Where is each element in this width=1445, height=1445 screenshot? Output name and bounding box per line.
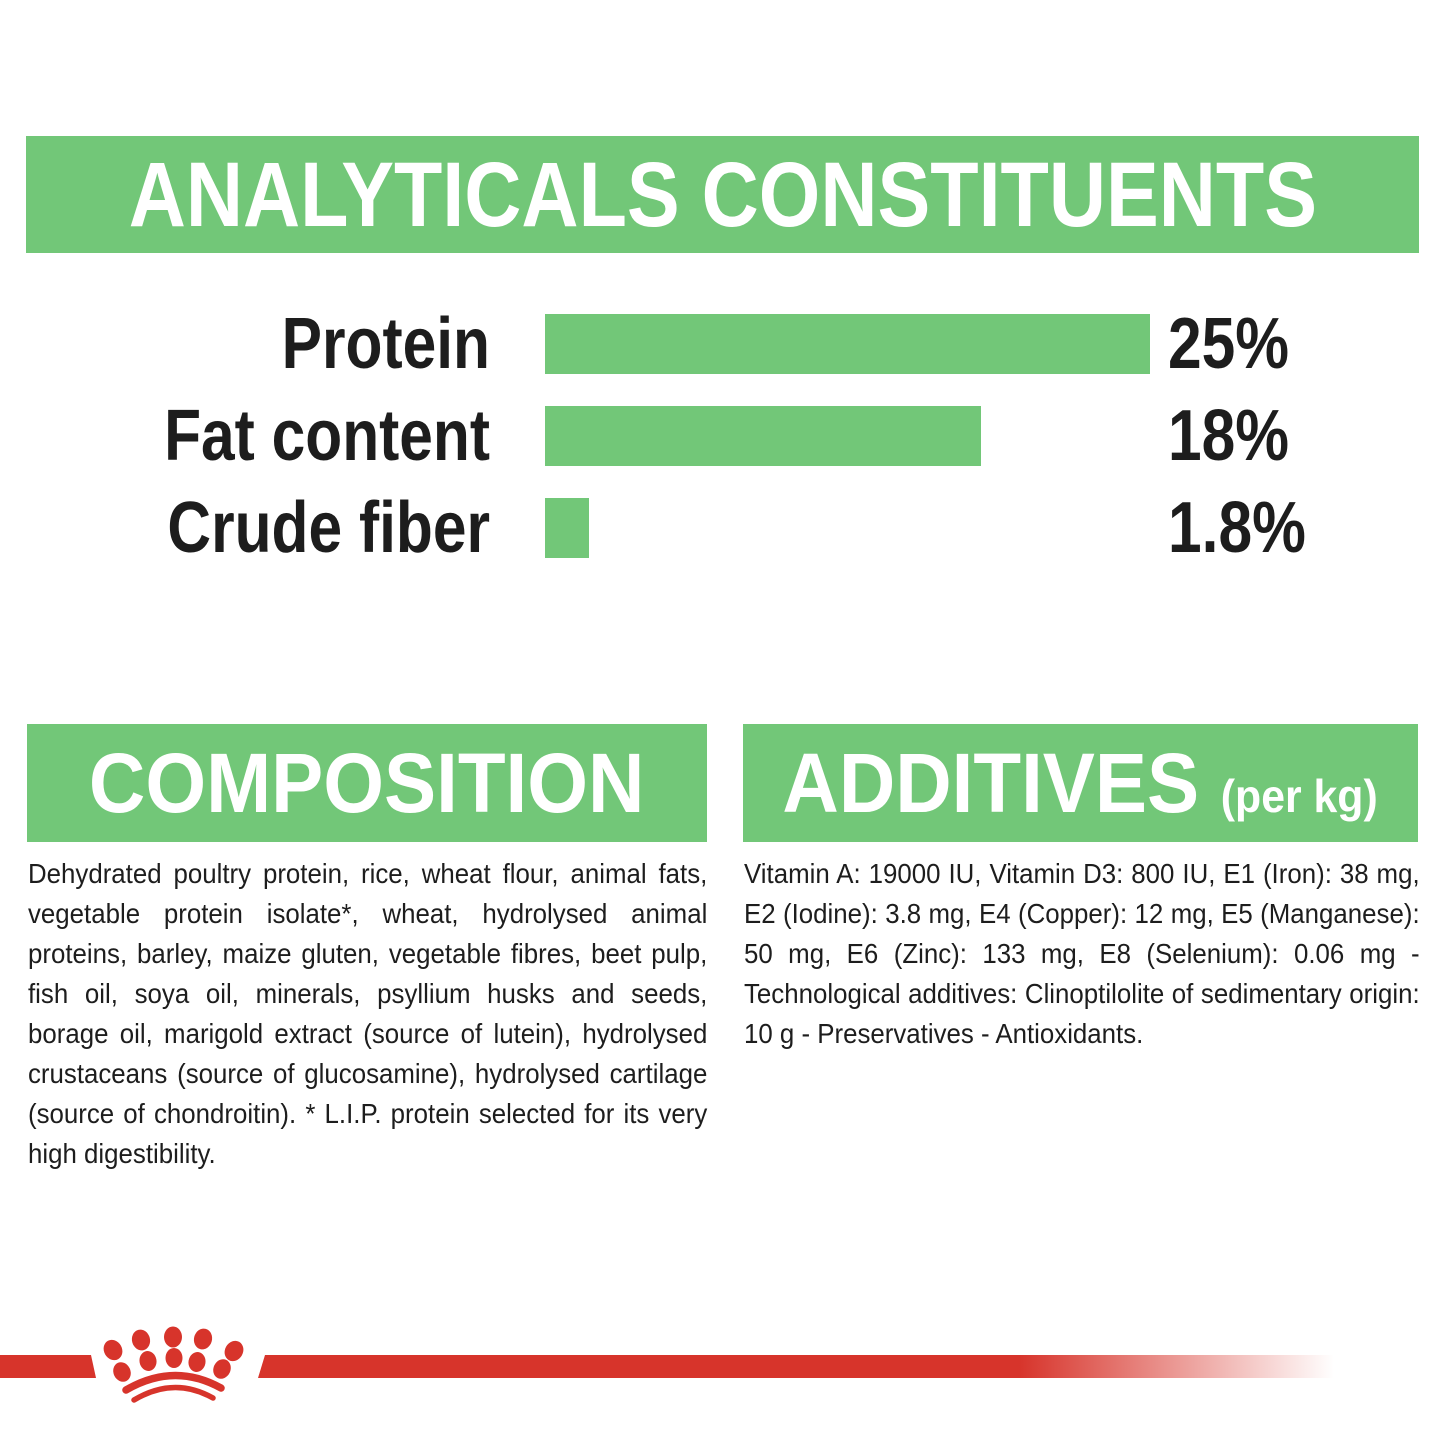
royal-canin-crown-icon <box>103 1326 244 1403</box>
additives-unit-label: (per kg) <box>1221 770 1379 822</box>
analyticals-section-title: ANALYTICALS CONSTITUENTS <box>128 143 1317 246</box>
bar-value-label: 1.8% <box>1168 488 1306 568</box>
analyticals-bar-chart: Protein 25% Fat content 18% Crude fiber … <box>0 308 1445 564</box>
composition-header: COMPOSITION <box>27 724 707 842</box>
bar-value-label: 18% <box>1168 396 1290 476</box>
bar-track <box>545 406 1150 466</box>
bar-fill <box>545 498 589 558</box>
bar-row: Protein 25% <box>0 308 1445 380</box>
bar-value-label: 25% <box>1168 304 1290 384</box>
bar-category-label: Fat content <box>164 396 490 476</box>
analyticals-section-header: ANALYTICALS CONSTITUENTS <box>26 136 1419 253</box>
additives-header: ADDITIVES (per kg) <box>743 724 1418 842</box>
bar-category-label: Crude fiber <box>167 488 491 568</box>
bar-fill <box>545 314 1150 374</box>
red-accent-band-left <box>0 1355 96 1378</box>
composition-title: COMPOSITION <box>89 736 645 830</box>
red-accent-band-right <box>258 1355 1345 1378</box>
additives-title: ADDITIVES (per kg) <box>783 741 1378 825</box>
bar-track <box>545 314 1150 374</box>
bar-row: Fat content 18% <box>0 400 1445 472</box>
composition-text: Dehydrated poultry protein, rice, wheat … <box>28 858 708 1169</box>
additives-text: Vitamin A: 19000 IU, Vitamin D3: 800 IU,… <box>744 858 1420 1049</box>
bar-category-label: Protein <box>281 304 490 384</box>
bar-fill <box>545 406 981 466</box>
bar-track <box>545 498 1150 558</box>
additives-title-main: ADDITIVES <box>782 736 1200 830</box>
bar-row: Crude fiber 1.8% <box>0 492 1445 564</box>
